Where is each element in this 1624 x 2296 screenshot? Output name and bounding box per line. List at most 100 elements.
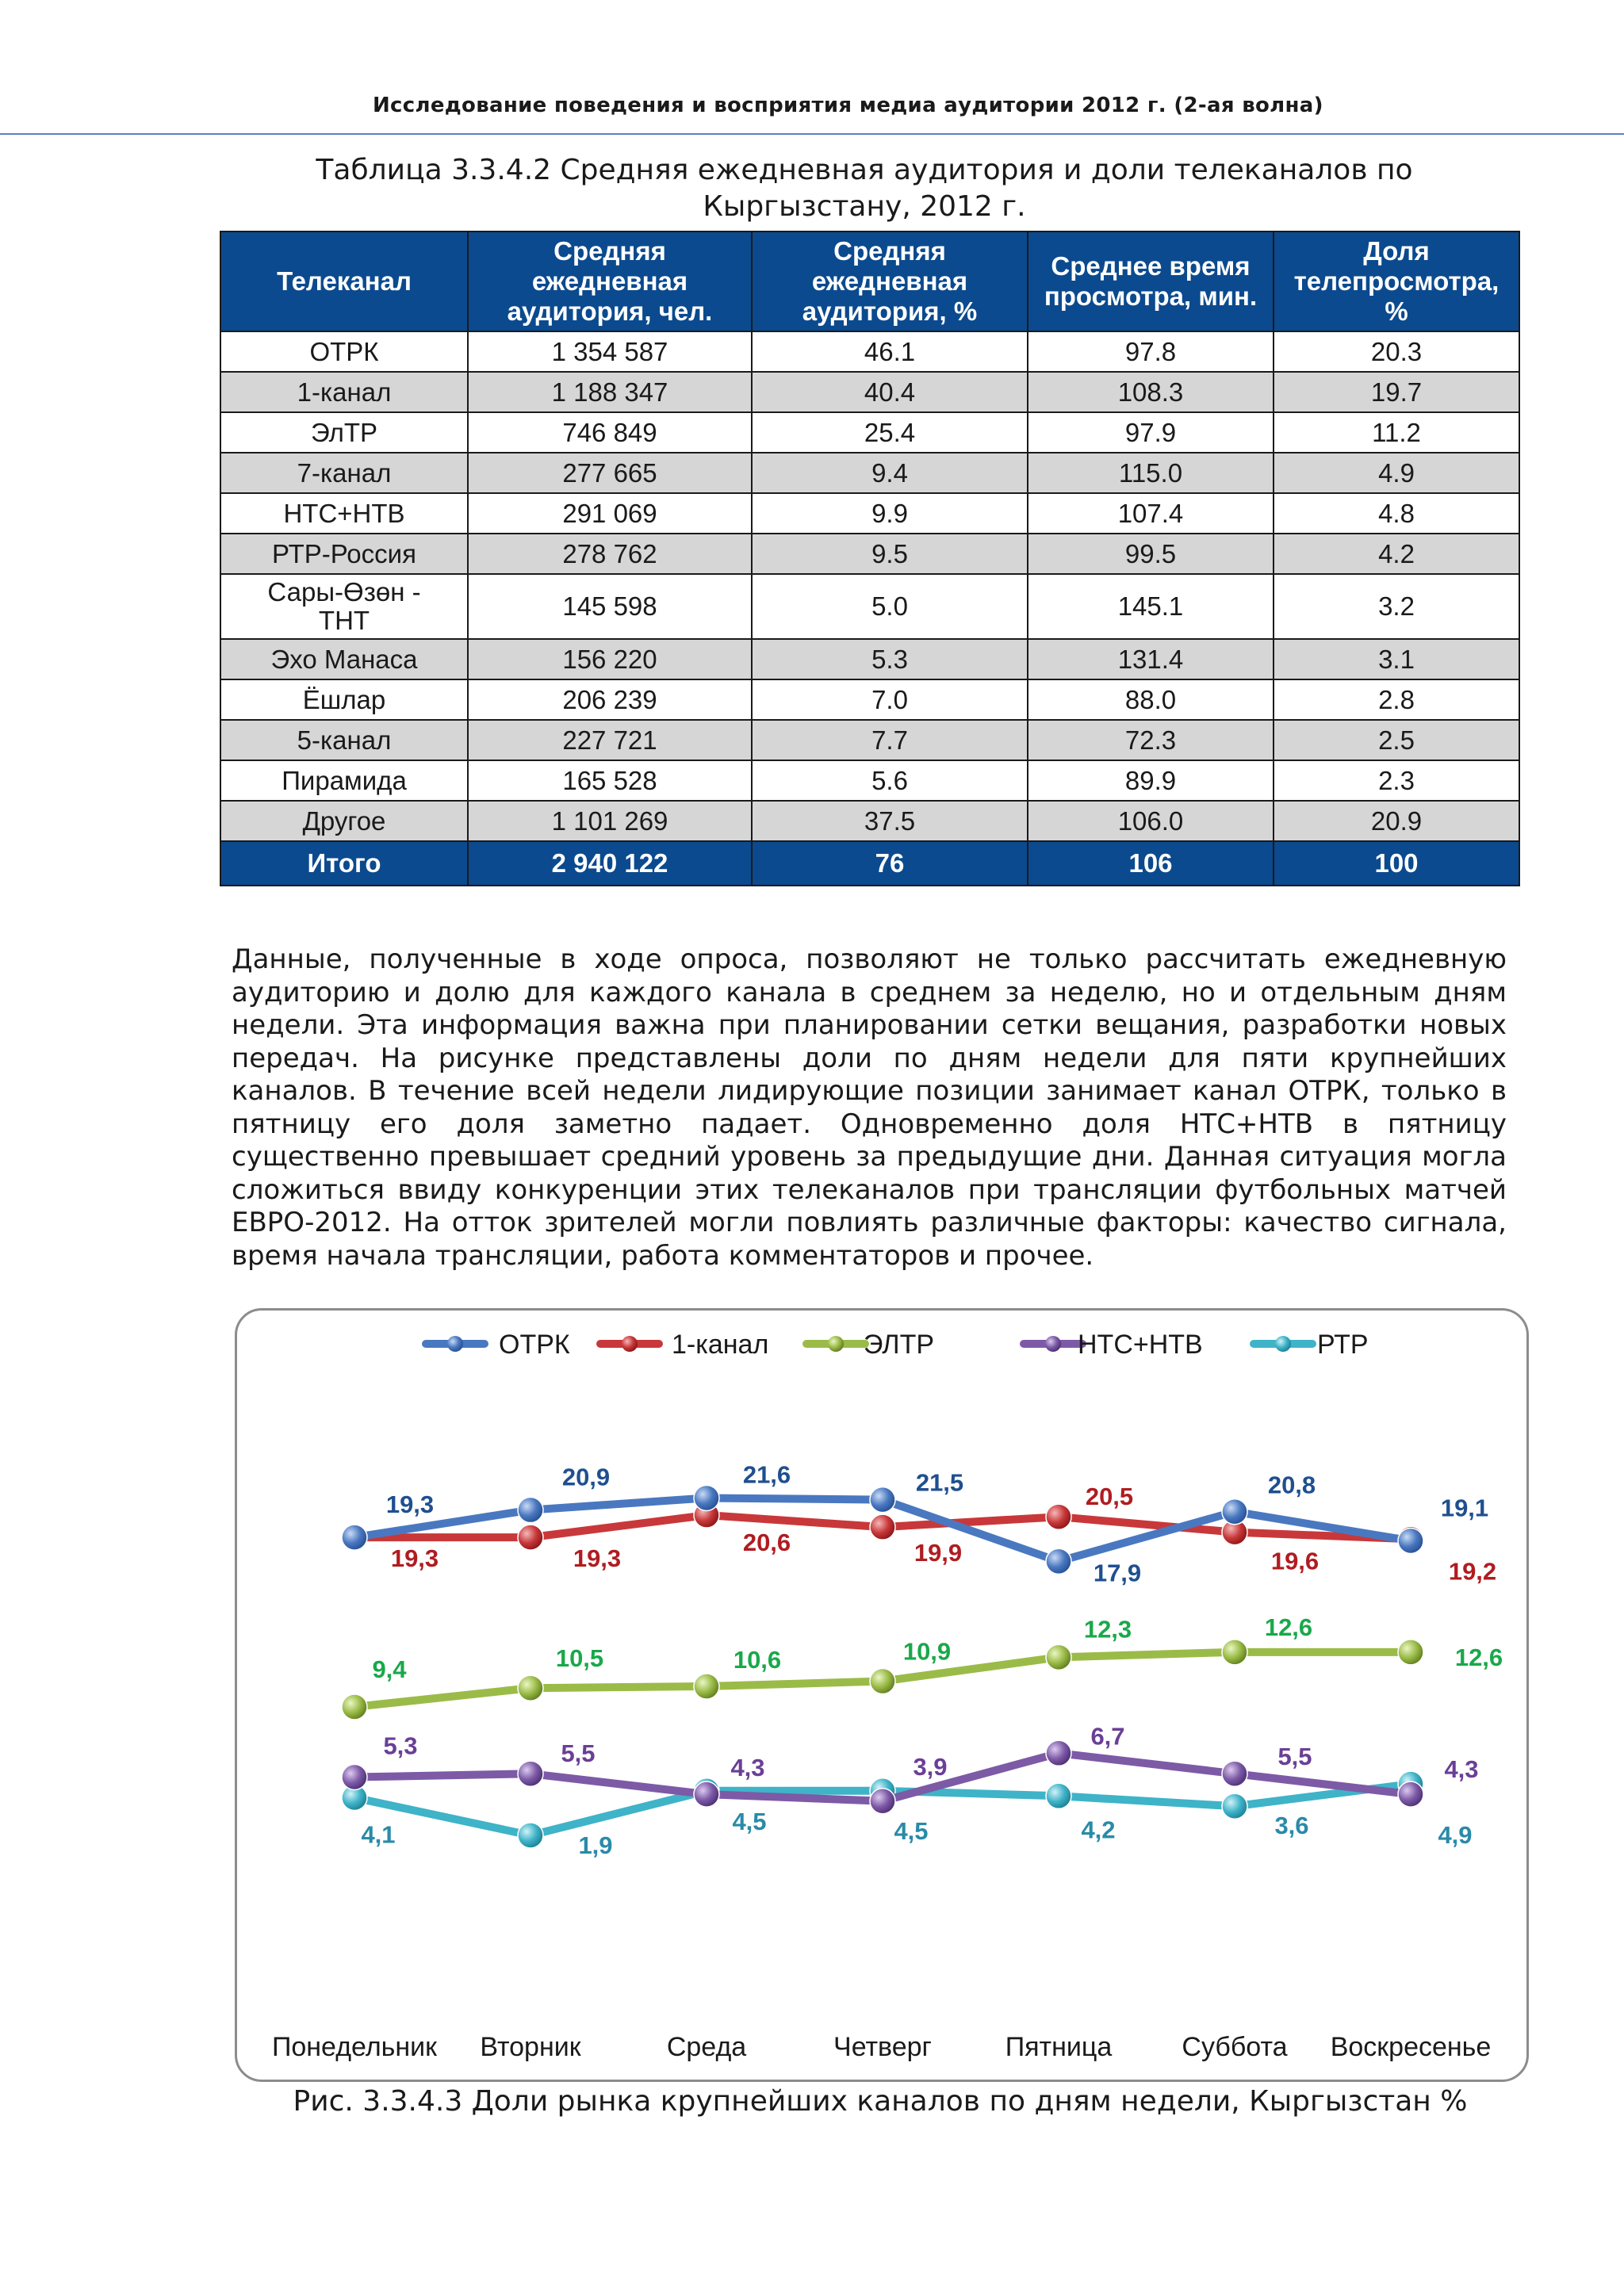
x-axis: Понедельник Вторник Среда Четверг Пятница Суб… xyxy=(272,2032,1491,2062)
data-label-nts-ntv-6: 5,5 xyxy=(1277,1743,1312,1770)
point-otrk-3 xyxy=(693,1484,720,1512)
point-rtr-2 xyxy=(517,1822,544,1849)
point-otrk-7 xyxy=(1397,1527,1424,1555)
table-row: 1-канал 1 188 347 40.4 108.3 19.7 xyxy=(220,371,1520,413)
total-audience-percent: 76 xyxy=(751,840,1028,886)
point-nts-ntv-5 xyxy=(1045,1739,1072,1767)
data-label-kanal1-3: 20,6 xyxy=(743,1529,791,1556)
figure-caption: Рис. 3.3.4.3 Доли рынка крупнейших канал… xyxy=(293,2085,1468,2118)
cell-channel: ОТРК xyxy=(220,331,469,373)
point-kanal1-2 xyxy=(517,1524,544,1551)
total-viewing-time: 106 xyxy=(1027,840,1274,886)
point-nts-ntv-7 xyxy=(1397,1781,1424,1808)
col-header-channel: Телеканал xyxy=(220,231,469,332)
body-paragraph-text: Данные, полученные в ходе опроса, позвол… xyxy=(232,943,1507,1272)
line-chart: ОТРК 1-канал ЭЛТР НТС+НТВ РТР 19,3 20,9 21,6 21… xyxy=(272,1330,1503,2062)
data-label-kanal1-7: 19,2 xyxy=(1449,1557,1496,1585)
cell-viewing-time: 88.0 xyxy=(1027,679,1274,721)
cell-viewing-time: 89.9 xyxy=(1027,760,1274,802)
cell-channel: НТС+НТВ xyxy=(220,492,469,534)
table-row: Сары-Өзөн - ТНТ 145 598 5.0 145.1 3.2 xyxy=(220,573,1520,640)
data-label-otrk-6: 20,8 xyxy=(1268,1471,1316,1499)
data-label-rtr-4: 4,5 xyxy=(894,1817,928,1845)
table-row: ЭлТР 746 849 25.4 97.9 11.2 xyxy=(220,411,1520,453)
x-tick-label: Среда xyxy=(667,2032,746,2062)
legend-label-kanal1: 1-канал xyxy=(672,1330,768,1360)
cell-viewing-time: 107.4 xyxy=(1027,492,1274,534)
table-row: Другое 1 101 269 37.5 106.0 20.9 xyxy=(220,800,1520,842)
table-row: НТС+НТВ 291 069 9.9 107.4 4.8 xyxy=(220,492,1520,534)
cell-audience-percent: 9.9 xyxy=(751,492,1028,534)
cell-viewing-time: 97.9 xyxy=(1027,411,1274,453)
x-tick-label: Понедельник xyxy=(272,2032,438,2062)
cell-audience-people: 156 220 xyxy=(467,638,753,680)
data-labels: 19,3 20,9 21,6 21,5 17,9 20,8 19,1 19,3 19,3 20,6… xyxy=(361,1460,1503,1859)
data-label-otrk-5: 17,9 xyxy=(1094,1559,1141,1586)
table-row: 5-канал 227 721 7.7 72.3 2.5 xyxy=(220,719,1520,761)
data-label-rtr-2: 1,9 xyxy=(578,1831,612,1859)
series-layer xyxy=(341,1484,1424,1849)
legend-label-otrk: ОТРК xyxy=(499,1330,570,1360)
point-kanal1-5 xyxy=(1045,1503,1072,1530)
cell-viewing-time: 115.0 xyxy=(1027,452,1274,494)
data-label-eltr-3: 10,6 xyxy=(733,1646,781,1674)
data-label-kanal1-1: 19,3 xyxy=(391,1544,439,1572)
cell-viewing-time: 72.3 xyxy=(1027,719,1274,761)
legend-label-eltr: ЭЛТР xyxy=(864,1330,934,1360)
legend-marker-eltr xyxy=(828,1336,844,1352)
data-label-nts-ntv-4: 3,9 xyxy=(913,1753,947,1781)
data-label-otrk-7: 19,1 xyxy=(1441,1494,1488,1521)
cell-audience-percent: 7.0 xyxy=(751,679,1028,721)
point-otrk-6 xyxy=(1221,1498,1248,1525)
col-header-audience-people: Средняя ежедневная аудитория, чел. xyxy=(467,231,753,332)
cell-share: 4.9 xyxy=(1273,452,1520,494)
point-eltr-5 xyxy=(1045,1644,1072,1671)
data-label-rtr-7: 4,9 xyxy=(1438,1821,1472,1849)
legend-marker-otrk xyxy=(447,1336,463,1352)
cell-channel: Ёшлар xyxy=(220,679,469,721)
data-label-eltr-4: 10,9 xyxy=(903,1638,951,1666)
point-nts-ntv-6 xyxy=(1221,1760,1248,1787)
chart-legend: ОТРК 1-канал ЭЛТР НТС+НТВ РТР xyxy=(422,1330,1369,1360)
point-eltr-4 xyxy=(869,1667,896,1695)
cell-audience-percent: 5.3 xyxy=(751,638,1028,680)
col-header-viewing-time: Среднее время просмотра, мин. xyxy=(1027,231,1274,332)
x-tick-label: Вторник xyxy=(480,2032,581,2062)
data-label-eltr-6: 12,6 xyxy=(1265,1613,1312,1641)
cell-viewing-time: 145.1 xyxy=(1027,573,1274,640)
total-label: Итого xyxy=(220,840,469,886)
cell-audience-percent: 7.7 xyxy=(751,719,1028,761)
point-rtr-6 xyxy=(1221,1793,1248,1820)
cell-channel: Эхо Манаса xyxy=(220,638,469,680)
point-nts-ntv-3 xyxy=(693,1781,720,1808)
cell-share: 2.5 xyxy=(1273,719,1520,761)
data-label-rtr-6: 3,6 xyxy=(1274,1812,1308,1839)
legend-marker-rtr xyxy=(1275,1336,1291,1352)
col-header-audience-percent: Средняя ежедневная аудитория, % xyxy=(751,231,1028,332)
cell-audience-percent: 25.4 xyxy=(751,411,1028,453)
cell-share: 2.3 xyxy=(1273,760,1520,802)
cell-viewing-time: 106.0 xyxy=(1027,800,1274,842)
cell-share: 4.2 xyxy=(1273,533,1520,575)
cell-audience-people: 1 354 587 xyxy=(467,331,753,373)
x-tick-label: Суббота xyxy=(1182,2032,1287,2062)
data-label-nts-ntv-1: 5,3 xyxy=(383,1732,417,1760)
col-header-share: Доля телепросмотра, % xyxy=(1273,231,1520,332)
data-label-rtr-1: 4,1 xyxy=(361,1820,395,1848)
data-label-otrk-3: 21,6 xyxy=(743,1460,791,1488)
cell-viewing-time: 99.5 xyxy=(1027,533,1274,575)
body-paragraph: Данные, полученные в ходе опроса, позвол… xyxy=(232,943,1507,1272)
point-eltr-7 xyxy=(1397,1639,1424,1666)
cell-audience-people: 1 101 269 xyxy=(467,800,753,842)
cell-share: 19.7 xyxy=(1273,371,1520,413)
data-label-nts-ntv-7: 4,3 xyxy=(1444,1755,1478,1783)
data-label-nts-ntv-2: 5,5 xyxy=(561,1739,595,1767)
cell-channel: Пирамида xyxy=(220,760,469,802)
tv-channels-table: Телеканал Средняя ежедневная аудитория, … xyxy=(220,231,1520,886)
x-tick-label: Пятница xyxy=(1005,2032,1113,2062)
point-otrk-1 xyxy=(341,1524,368,1551)
point-otrk-5 xyxy=(1045,1548,1072,1575)
data-label-rtr-3: 4,5 xyxy=(732,1808,766,1835)
data-label-kanal1-6: 19,6 xyxy=(1271,1548,1319,1575)
cell-audience-people: 1 188 347 xyxy=(467,371,753,413)
